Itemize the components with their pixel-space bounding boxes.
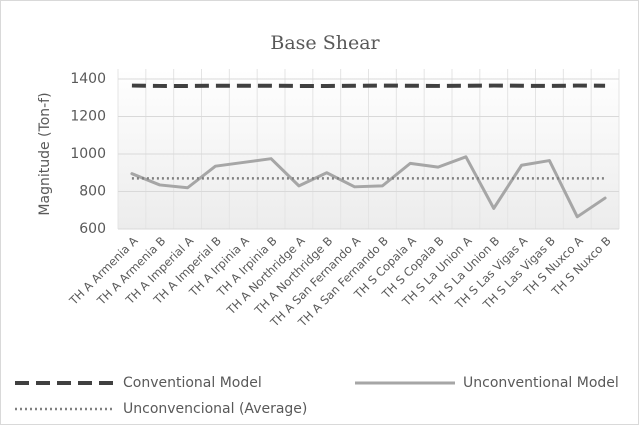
legend-label: Unconvencional (Average) <box>123 401 307 417</box>
series-line <box>130 155 607 219</box>
legend-label: Unconventional Model <box>463 375 619 391</box>
y-tick-label: 800 <box>79 184 106 200</box>
chart-title: Base Shear <box>270 32 380 54</box>
y-tick-label: 600 <box>79 221 106 237</box>
y-tick-label: 1200 <box>70 109 106 125</box>
y-tick-label: 1400 <box>70 71 106 87</box>
legend-label: Conventional Model <box>123 375 262 391</box>
y-axis-label: Magnitude (Ton-f) <box>37 92 53 215</box>
y-tick-label: 1000 <box>70 146 106 162</box>
